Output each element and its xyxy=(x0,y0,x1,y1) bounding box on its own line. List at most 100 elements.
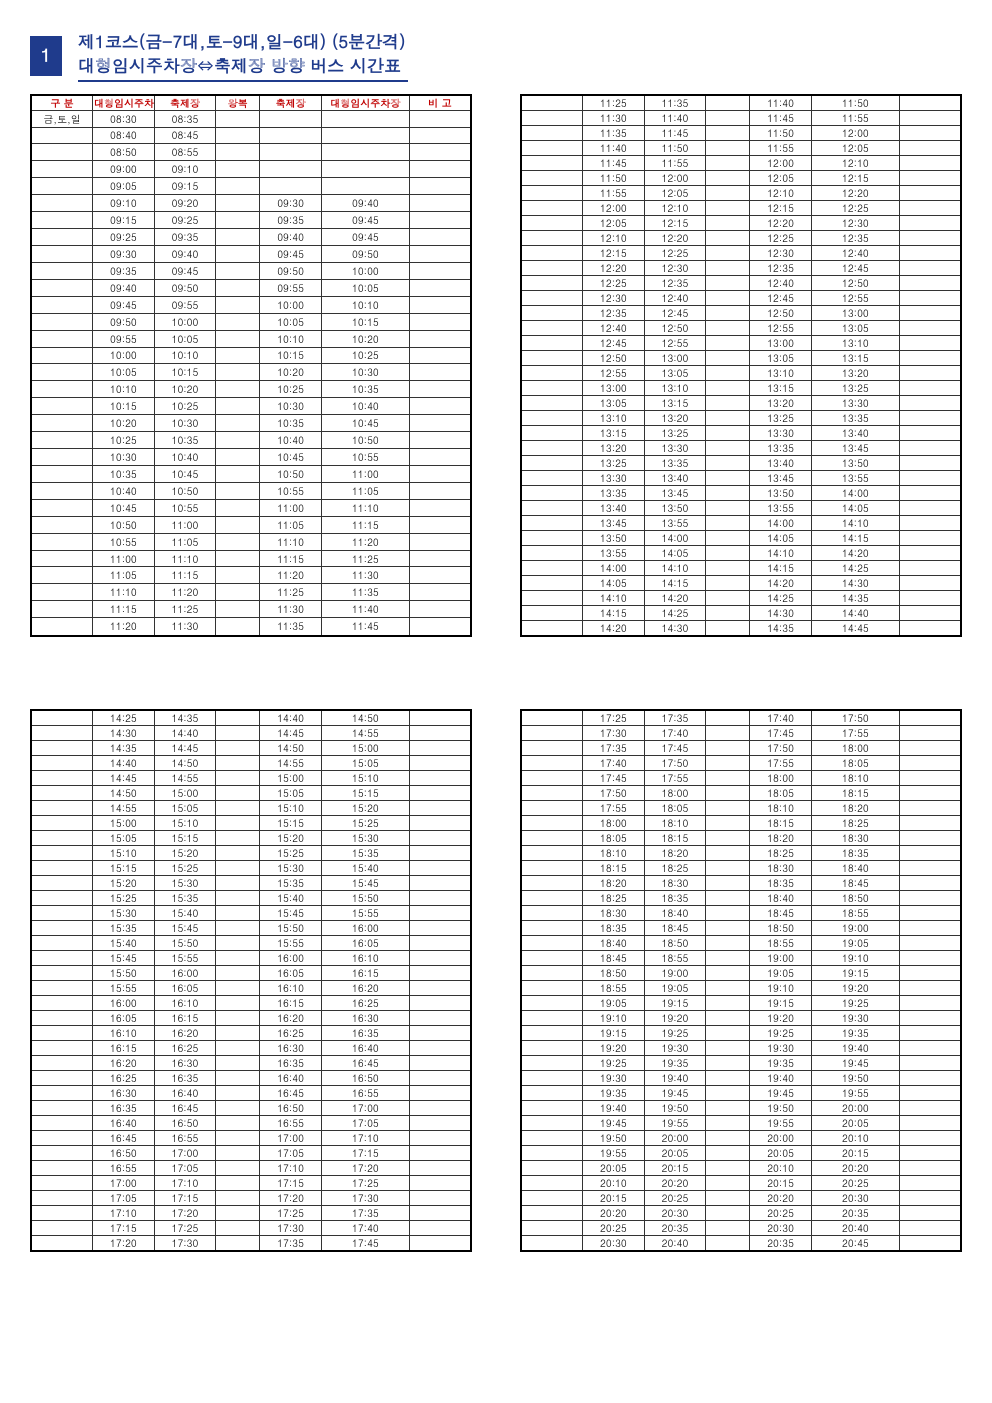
cell: 11:55 xyxy=(811,110,899,125)
table-row: 11:3011:4011:4511:55 xyxy=(521,110,961,125)
table-row: 09:3509:4509:5010:00 xyxy=(31,262,471,279)
cell: 12:30 xyxy=(811,215,899,230)
cell xyxy=(216,110,260,127)
cell: 13:55 xyxy=(583,545,645,560)
cell xyxy=(899,185,961,200)
cell: 12:40 xyxy=(644,290,706,305)
cell: 14:10 xyxy=(811,515,899,530)
cell: 12:50 xyxy=(583,350,645,365)
cell: 13:10 xyxy=(583,410,645,425)
cell xyxy=(899,1205,961,1220)
table-row: 14:5015:0015:0515:15 xyxy=(31,785,471,800)
cell xyxy=(899,1175,961,1190)
table-row: 10:1510:2510:3010:40 xyxy=(31,398,471,415)
cell: 20:00 xyxy=(644,1130,706,1145)
cell xyxy=(31,449,93,466)
cell: 10:55 xyxy=(154,499,216,516)
cell: 10:45 xyxy=(260,449,322,466)
cell: 12:55 xyxy=(644,335,706,350)
cell: 19:00 xyxy=(644,965,706,980)
cell: 09:40 xyxy=(154,245,216,262)
cell xyxy=(31,584,93,601)
cell: 14:45 xyxy=(93,770,155,785)
cell: 19:15 xyxy=(644,995,706,1010)
cell xyxy=(31,465,93,482)
cell: 18:35 xyxy=(750,875,812,890)
cell xyxy=(706,185,750,200)
cell: 17:40 xyxy=(583,755,645,770)
cell: 17:15 xyxy=(154,1190,216,1205)
cell: 09:15 xyxy=(93,212,155,229)
table-row: 11:0511:1511:2011:30 xyxy=(31,567,471,584)
cell xyxy=(409,1205,471,1220)
cell xyxy=(409,830,471,845)
cell xyxy=(521,1040,583,1055)
cell: 16:45 xyxy=(154,1100,216,1115)
cell: 17:35 xyxy=(583,740,645,755)
cell xyxy=(521,935,583,950)
cell: 17:15 xyxy=(93,1220,155,1235)
cell: 14:00 xyxy=(750,515,812,530)
cell: 14:25 xyxy=(644,605,706,620)
cell: 20:15 xyxy=(811,1145,899,1160)
cell xyxy=(409,195,471,212)
cell xyxy=(31,550,93,567)
cell xyxy=(31,980,93,995)
cell: 11:15 xyxy=(93,601,155,618)
cell: 10:15 xyxy=(321,313,409,330)
cell xyxy=(31,1010,93,1025)
cell xyxy=(706,845,750,860)
cell: 14:10 xyxy=(583,590,645,605)
cell: 11:10 xyxy=(154,550,216,567)
cell: 17:05 xyxy=(154,1160,216,1175)
cell xyxy=(216,499,260,516)
cell xyxy=(899,335,961,350)
cell: 10:30 xyxy=(154,415,216,432)
cell xyxy=(31,482,93,499)
cell: 17:10 xyxy=(260,1160,322,1175)
cell xyxy=(706,785,750,800)
table-row: 13:2013:3013:3513:45 xyxy=(521,440,961,455)
cell xyxy=(706,365,750,380)
cell: 13:55 xyxy=(644,515,706,530)
cell xyxy=(31,710,93,726)
cell xyxy=(706,395,750,410)
cell: 18:55 xyxy=(811,905,899,920)
cell: 09:45 xyxy=(321,212,409,229)
cell xyxy=(409,1130,471,1145)
timetable-block-2: 14:2514:3514:4014:5014:3014:4014:4514:55… xyxy=(30,709,472,1252)
cell: 18:45 xyxy=(644,920,706,935)
cell: 10:45 xyxy=(154,465,216,482)
cell: 17:20 xyxy=(321,1160,409,1175)
cell: 12:35 xyxy=(583,305,645,320)
cell: 14:35 xyxy=(154,710,216,726)
table-row: 09:1509:2509:3509:45 xyxy=(31,212,471,229)
cell: 18:50 xyxy=(750,920,812,935)
cell xyxy=(521,785,583,800)
cell: 17:30 xyxy=(583,725,645,740)
cell: 18:35 xyxy=(811,845,899,860)
cell xyxy=(409,905,471,920)
title-line-2: 대형임시주차장⇔축제장 방향 버스 시간표 xyxy=(78,54,408,78)
cell xyxy=(216,482,260,499)
timetable-block-3: 17:2517:3517:4017:5017:3017:4017:4517:55… xyxy=(520,709,962,1252)
cell xyxy=(899,170,961,185)
cell xyxy=(31,364,93,381)
table-row: 15:5016:0016:0516:15 xyxy=(31,965,471,980)
table-row: 18:3018:4018:4518:55 xyxy=(521,905,961,920)
cell: 11:00 xyxy=(93,550,155,567)
cell xyxy=(521,890,583,905)
cell xyxy=(521,1160,583,1175)
cell: 10:50 xyxy=(154,482,216,499)
cell xyxy=(521,605,583,620)
cell: 10:45 xyxy=(93,499,155,516)
table-row: 10:3010:4010:4510:55 xyxy=(31,449,471,466)
table-row: 15:3015:4015:4515:55 xyxy=(31,905,471,920)
cell xyxy=(409,1085,471,1100)
cell xyxy=(409,1070,471,1085)
cell xyxy=(706,470,750,485)
cell: 15:00 xyxy=(93,815,155,830)
cell: 14:50 xyxy=(321,710,409,726)
cell: 14:30 xyxy=(811,575,899,590)
cell xyxy=(899,1040,961,1055)
